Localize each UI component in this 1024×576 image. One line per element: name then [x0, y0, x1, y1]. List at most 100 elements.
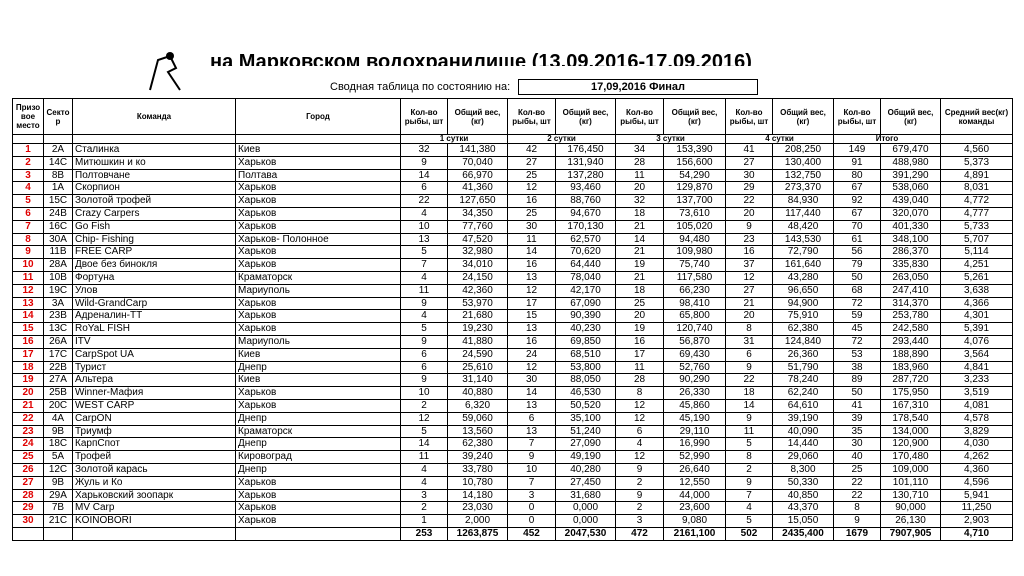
value-cell: 9 [615, 462, 664, 477]
value-cell: 4,841 [940, 360, 1013, 375]
value-cell: 117,580 [663, 270, 726, 285]
value-cell: 4,081 [940, 398, 1013, 413]
value-cell: 20 [725, 309, 773, 324]
value-cell: 287,720 [880, 373, 941, 388]
value-cell: 27,450 [555, 475, 616, 490]
value-cell: 4 [725, 501, 773, 516]
team-cell: Двое без бинокля [72, 258, 236, 272]
value-cell: 153,390 [663, 143, 726, 157]
value-cell: 16 [507, 194, 556, 208]
value-cell: 79 [833, 258, 881, 272]
column-header: Город [235, 98, 401, 135]
value-cell: 131,940 [555, 155, 616, 170]
value-cell: 8В [43, 168, 73, 183]
empty-cell [12, 134, 44, 144]
value-cell: 67 [833, 181, 881, 196]
total-cell: 502 [725, 526, 773, 541]
total-cell: 1263,875 [447, 526, 508, 541]
value-cell: 72,790 [772, 245, 834, 260]
value-cell: 2 [615, 475, 664, 490]
value-cell: 293,440 [880, 334, 941, 349]
value-cell: 30 [507, 373, 556, 388]
value-cell: 38 [833, 360, 881, 375]
value-cell: 89 [833, 373, 881, 388]
value-cell: 14,440 [772, 437, 834, 452]
value-cell: 40 [833, 450, 881, 464]
value-cell: 13С [43, 322, 73, 336]
value-cell: 14 [507, 386, 556, 400]
subtitle-label: Сводная таблица по состоянию на: [330, 81, 511, 93]
city-cell: Харьков [235, 398, 401, 413]
place-cell: 11 [12, 270, 44, 285]
place-cell: 19 [12, 373, 44, 388]
value-cell: 12 [507, 181, 556, 196]
value-cell: 16С [43, 219, 73, 234]
column-header: Кол-во рыбы, шт [507, 98, 556, 135]
value-cell: 25 [507, 206, 556, 221]
value-cell: 39,240 [447, 450, 508, 464]
value-cell: 78,240 [772, 373, 834, 388]
value-cell: 3 [400, 488, 448, 503]
value-cell: 19 [615, 322, 664, 336]
city-cell: Харьков [235, 386, 401, 400]
value-cell: 42,360 [447, 283, 508, 298]
value-cell: 679,470 [880, 143, 941, 157]
value-cell: 88,760 [555, 194, 616, 208]
value-cell: 4 [400, 270, 448, 285]
empty-cell [940, 134, 1013, 144]
value-cell: 61 [833, 232, 881, 247]
total-cell: 1679 [833, 526, 881, 541]
value-cell: 21,680 [447, 309, 508, 324]
value-cell: 9 [400, 373, 448, 388]
value-cell: 0 [507, 501, 556, 516]
value-cell: 10,780 [447, 475, 508, 490]
place-cell: 30 [12, 514, 44, 528]
value-cell: 29 [725, 181, 773, 196]
value-cell: 9 [725, 219, 773, 234]
value-cell: 30 [507, 219, 556, 234]
value-cell: 9 [400, 296, 448, 311]
value-cell: 20 [615, 309, 664, 324]
team-cell: CarpON [72, 411, 236, 426]
value-cell: 40,850 [772, 488, 834, 503]
value-cell: 5А [43, 450, 73, 464]
value-cell: 41 [725, 143, 773, 157]
value-cell: 242,580 [880, 322, 941, 336]
value-cell: 64,610 [772, 398, 834, 413]
value-cell: 9 [725, 360, 773, 375]
value-cell: 439,040 [880, 194, 941, 208]
column-header: Кол-во рыбы, шт [833, 98, 881, 135]
value-cell: 62,380 [772, 322, 834, 336]
value-cell: 48,420 [772, 219, 834, 234]
value-cell: 31,140 [447, 373, 508, 388]
value-cell: 167,310 [880, 398, 941, 413]
value-cell: 90,290 [663, 373, 726, 388]
value-cell: 12 [615, 398, 664, 413]
column-header: Кол-во рыбы, шт [400, 98, 448, 135]
total-cell: 4,710 [940, 526, 1013, 541]
value-cell: 109,980 [663, 245, 726, 260]
value-cell: 37 [725, 258, 773, 272]
value-cell: 149 [833, 143, 881, 157]
place-cell: 8 [12, 232, 44, 247]
city-cell: Харьков [235, 322, 401, 336]
date-box: 17,09,2016 Финал [518, 79, 758, 95]
value-cell: 12С [43, 462, 73, 477]
value-cell: 62,570 [555, 232, 616, 247]
value-cell: 335,830 [880, 258, 941, 272]
value-cell: 5,391 [940, 322, 1013, 336]
place-cell: 23 [12, 424, 44, 439]
place-cell: 28 [12, 488, 44, 503]
value-cell: 6,320 [447, 398, 508, 413]
data-row: 1 2А Сталинка Киев 32 141,380 42 176,450 34 153,3… [12, 143, 1013, 157]
value-cell: 43,280 [772, 270, 834, 285]
value-cell: 56,870 [663, 334, 726, 349]
place-cell: 20 [12, 386, 44, 400]
city-cell: Киев [235, 373, 401, 388]
place-cell: 1 [12, 143, 44, 157]
value-cell: 21 [615, 270, 664, 285]
value-cell: 348,100 [880, 232, 941, 247]
value-cell: 2 [615, 501, 664, 516]
value-cell: 4,596 [940, 475, 1013, 490]
value-cell: 3 [507, 488, 556, 503]
